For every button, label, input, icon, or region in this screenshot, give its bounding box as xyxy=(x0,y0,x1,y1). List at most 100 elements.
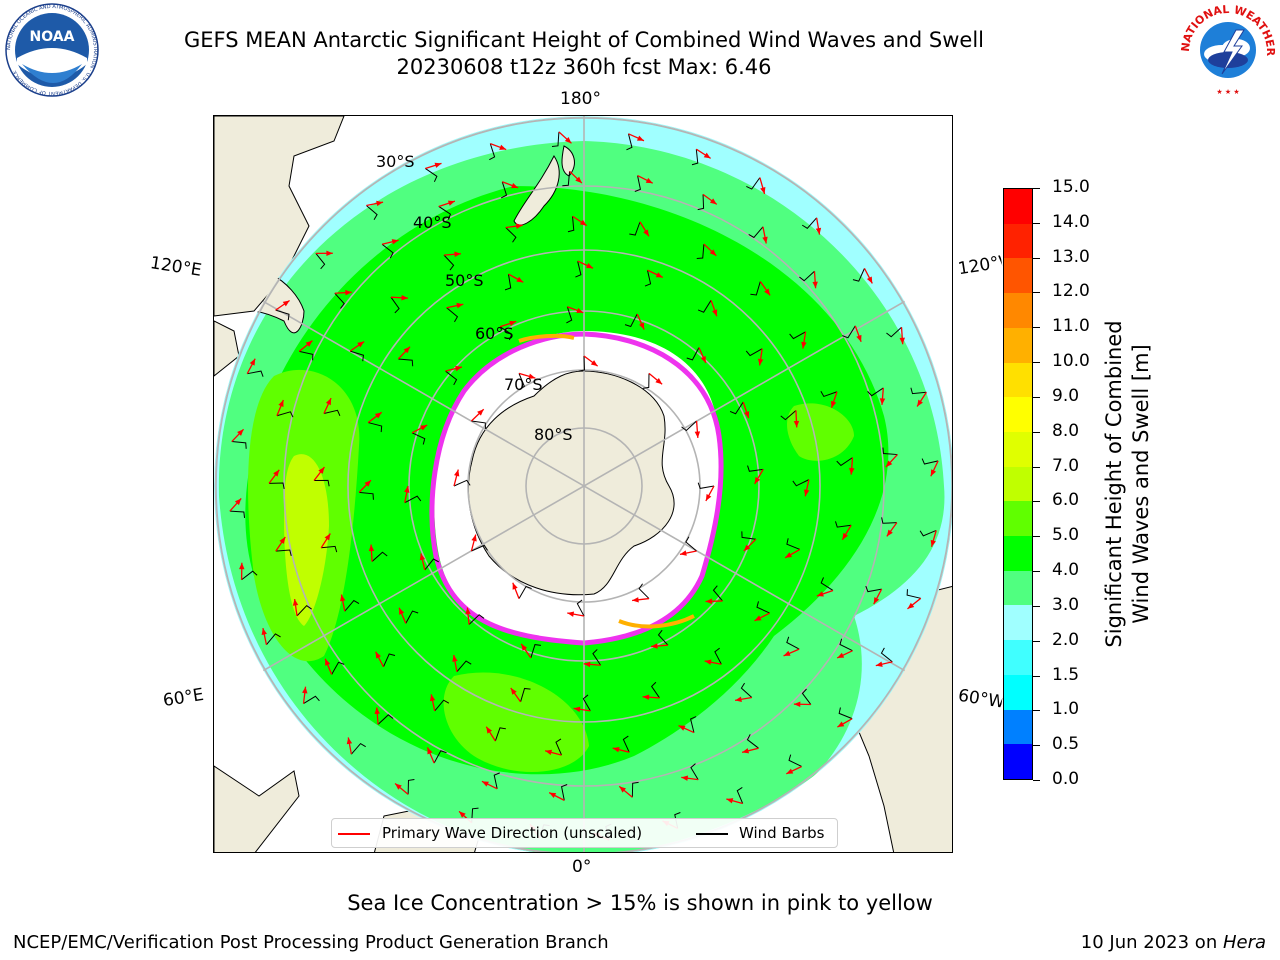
colorbar-tick-label: 0.5 xyxy=(1052,734,1080,755)
wave-arrow-head xyxy=(511,182,519,189)
colorbar-segment xyxy=(1004,709,1032,745)
wind-barb xyxy=(266,633,281,646)
colorbar-tick-label: 10.0 xyxy=(1052,351,1090,372)
wave-arrow-head xyxy=(726,798,734,804)
wind-barb xyxy=(499,326,513,341)
wind-barb xyxy=(697,194,705,211)
wind-barb xyxy=(736,786,744,804)
colorbar-segment xyxy=(1004,397,1032,432)
wind-barb xyxy=(560,784,568,801)
colorbar-tick-mark xyxy=(1033,640,1040,642)
wave-arrow-head xyxy=(816,591,824,597)
colorbar-tick-mark xyxy=(1033,362,1040,364)
wind-barb xyxy=(453,479,471,487)
wave-arrow-head xyxy=(282,300,290,307)
wind-barb xyxy=(504,273,512,291)
forecast-subtitle: 20230608 t12z 360h fcst Max: 6.46 xyxy=(396,55,772,79)
wave-arrow-head xyxy=(886,529,893,537)
colorbar-tick-label: 15.0 xyxy=(1052,177,1090,197)
wind-barb xyxy=(622,735,630,753)
wind-barb xyxy=(411,432,426,445)
colorbar-segment xyxy=(1004,189,1032,224)
wind-barb xyxy=(456,660,472,673)
wave-arrow-head xyxy=(374,707,380,715)
wind-barb xyxy=(746,177,761,190)
wind-barb xyxy=(729,401,744,415)
wave-arrow-head xyxy=(420,425,428,431)
wind-barb xyxy=(390,296,400,314)
wind-barb xyxy=(681,420,697,432)
colorbar-tick-mark xyxy=(1033,710,1040,712)
colorbar-segment xyxy=(1004,223,1032,259)
wind-barb xyxy=(567,216,575,233)
wind-barb xyxy=(247,370,264,377)
colorbar-tick-label: 11.0 xyxy=(1052,316,1090,337)
wind-barb xyxy=(433,750,447,764)
noaa-logo-icon: NOAA NATIONAL OCEANIC AND ATMOSPHERIC AD… xyxy=(5,3,99,97)
wave-arrow-head xyxy=(583,661,591,668)
wave-arrow-head xyxy=(456,302,464,309)
wave-arrow-head xyxy=(512,582,518,590)
wind-barb xyxy=(424,558,439,571)
wave-arrow-head xyxy=(510,687,517,695)
svg-text:★ ★ ★: ★ ★ ★ xyxy=(1216,88,1239,96)
wind-barb xyxy=(407,779,415,795)
wave-arrow-head xyxy=(279,537,286,544)
wave-arrow-head xyxy=(278,399,284,407)
wind-barb xyxy=(366,205,378,220)
wind-barb xyxy=(921,458,939,465)
wave-arrow-head xyxy=(678,725,686,731)
wind-barb xyxy=(334,292,345,309)
wave-arrow-head xyxy=(743,544,751,552)
wind-barb xyxy=(438,206,452,220)
wind-barb xyxy=(344,599,360,612)
wind-barb xyxy=(471,420,486,429)
wave-arrow-head xyxy=(875,661,883,667)
wind-barb xyxy=(756,601,770,614)
noaa-logo-text: NOAA xyxy=(30,29,75,45)
wave-arrow-head xyxy=(427,747,433,755)
wind-barb xyxy=(303,695,320,705)
wind-barb xyxy=(834,521,852,528)
wind-barb xyxy=(489,143,496,161)
wave-arrow-head xyxy=(573,706,581,713)
wind-barb xyxy=(321,545,338,553)
lat-label-80s: 80°S xyxy=(534,425,573,444)
wind-barb xyxy=(910,387,927,395)
wave-arrow-head xyxy=(709,249,717,256)
wind-barb xyxy=(468,614,485,625)
wind-barb xyxy=(314,479,330,487)
wave-arrow-head xyxy=(528,373,536,379)
wind-barb xyxy=(638,583,650,599)
wind-barb xyxy=(786,636,800,650)
wind-barb xyxy=(446,307,459,323)
wave-arrow-head xyxy=(249,358,256,366)
wave-arrow-head xyxy=(575,176,582,184)
wind-barb xyxy=(691,149,699,166)
colorbar-tick-label: 4.0 xyxy=(1052,560,1080,581)
wind-barb xyxy=(241,570,258,581)
wind-barb xyxy=(471,544,488,552)
lat-label-40s: 40°S xyxy=(413,213,452,232)
colorbar-segment xyxy=(1004,293,1032,328)
wind-barb xyxy=(750,281,761,296)
colorbar-tick-mark xyxy=(1033,501,1040,503)
wind-barb xyxy=(746,734,759,749)
legend-wave-label: Primary Wave Direction (unscaled) xyxy=(382,824,643,842)
wind-barb xyxy=(740,682,753,698)
lat-label-50s: 50°S xyxy=(445,271,484,290)
wave-arrow-head xyxy=(273,469,280,477)
wind-barb xyxy=(881,517,897,524)
wind-barb xyxy=(425,168,438,182)
wind-barb xyxy=(275,549,292,556)
wave-arrow-head xyxy=(651,643,658,649)
wave-arrow-head xyxy=(764,288,771,296)
wave-height-field xyxy=(214,116,952,852)
ocean-6-7m xyxy=(284,454,329,626)
wave-arrow-head xyxy=(471,534,477,542)
colorbar-tick-label: 9.0 xyxy=(1052,385,1080,406)
colorbar-tick-label: 0.0 xyxy=(1052,769,1080,789)
colorbar-tick-label: 13.0 xyxy=(1052,246,1090,267)
wave-arrow-head xyxy=(744,411,750,419)
wave-arrow-head xyxy=(326,250,333,257)
